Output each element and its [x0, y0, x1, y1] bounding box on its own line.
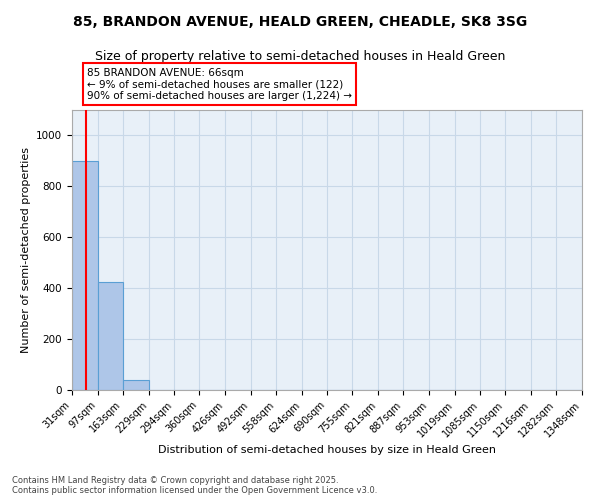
Bar — [72, 161, 98, 390]
Text: Contains HM Land Registry data © Crown copyright and database right 2025.
Contai: Contains HM Land Registry data © Crown c… — [12, 476, 377, 495]
Bar — [123, 380, 149, 390]
Bar — [98, 282, 123, 390]
Y-axis label: Number of semi-detached properties: Number of semi-detached properties — [20, 147, 31, 353]
Text: 85 BRANDON AVENUE: 66sqm
← 9% of semi-detached houses are smaller (122)
90% of s: 85 BRANDON AVENUE: 66sqm ← 9% of semi-de… — [87, 68, 352, 100]
X-axis label: Distribution of semi-detached houses by size in Heald Green: Distribution of semi-detached houses by … — [158, 444, 496, 454]
Text: Size of property relative to semi-detached houses in Heald Green: Size of property relative to semi-detach… — [95, 50, 505, 63]
Text: 85, BRANDON AVENUE, HEALD GREEN, CHEADLE, SK8 3SG: 85, BRANDON AVENUE, HEALD GREEN, CHEADLE… — [73, 15, 527, 29]
